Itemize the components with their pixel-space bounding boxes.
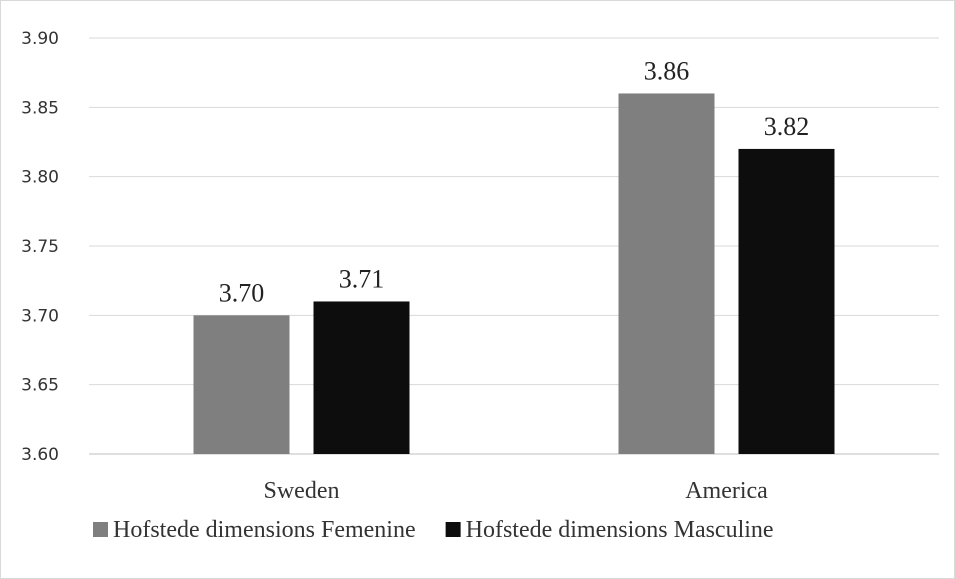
bar: [313, 301, 410, 454]
legend-label: Hofstede dimensions Femenine: [113, 517, 416, 543]
data-label: 3.82: [764, 112, 810, 141]
y-tick-label: 3.65: [21, 376, 59, 396]
x-category-label: Sweden: [264, 478, 340, 504]
y-tick-label: 3.85: [21, 98, 59, 118]
y-tick-label: 3.70: [21, 306, 59, 326]
data-label: 3.70: [219, 278, 265, 307]
bars: [193, 93, 835, 454]
y-tick-label: 3.75: [21, 237, 59, 257]
legend-swatch: [445, 522, 461, 537]
x-axis-categories: Sweden America: [264, 478, 769, 504]
bar: [618, 93, 715, 454]
data-label: 3.86: [644, 56, 690, 85]
y-axis-ticks: 3.60 3.65 3.70 3.75 3.80 3.85 3.90: [21, 29, 59, 465]
x-category-label: America: [685, 478, 768, 504]
y-tick-label: 3.80: [21, 168, 59, 188]
legend: Hofstede dimensions Femenine Hofstede dim…: [93, 517, 774, 543]
legend-swatch: [93, 522, 108, 537]
bar: [193, 315, 290, 454]
data-label: 3.71: [339, 264, 385, 293]
y-tick-label: 3.90: [21, 29, 59, 49]
y-tick-label: 3.60: [21, 445, 59, 465]
bar: [738, 148, 835, 454]
data-labels: 3.70 3.71 3.86 3.82: [219, 56, 810, 307]
legend-label: Hofstede dimensions Masculine: [466, 517, 774, 543]
